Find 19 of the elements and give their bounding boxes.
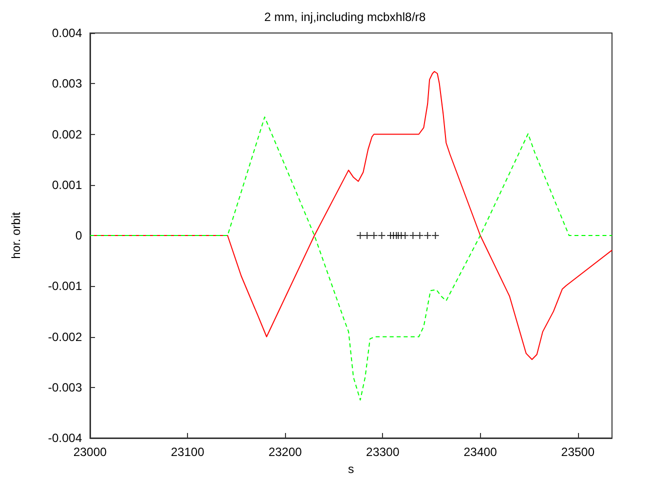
y-tick-label: -0.003 bbox=[48, 380, 82, 394]
y-tick-label: -0.002 bbox=[48, 330, 82, 344]
x-tick-label: 23200 bbox=[268, 445, 302, 459]
x-tick-label: 23100 bbox=[170, 445, 205, 459]
y-tick-label: 0.002 bbox=[52, 127, 82, 142]
line-series bbox=[90, 116, 612, 401]
x-tick-label: 23500 bbox=[561, 445, 595, 459]
y-tick-label: 0.004 bbox=[52, 26, 82, 40]
y-axis-title: hor. orbit bbox=[9, 211, 23, 259]
chart-title: 2 mm, inj,including mcbxhl8/r8 bbox=[264, 10, 426, 24]
x-tick-label: 23300 bbox=[366, 445, 400, 459]
x-tick-label: 23000 bbox=[73, 445, 108, 459]
y-tick-label: -0.004 bbox=[48, 431, 82, 445]
x-tick-label: 23400 bbox=[464, 445, 498, 459]
y-tick-label: 0 bbox=[75, 228, 82, 242]
y-tick-label: 0.001 bbox=[52, 178, 82, 192]
x-axis-title: s bbox=[348, 462, 354, 476]
y-tick-label: 0.003 bbox=[52, 76, 82, 91]
y-tick-label: -0.001 bbox=[48, 279, 82, 294]
